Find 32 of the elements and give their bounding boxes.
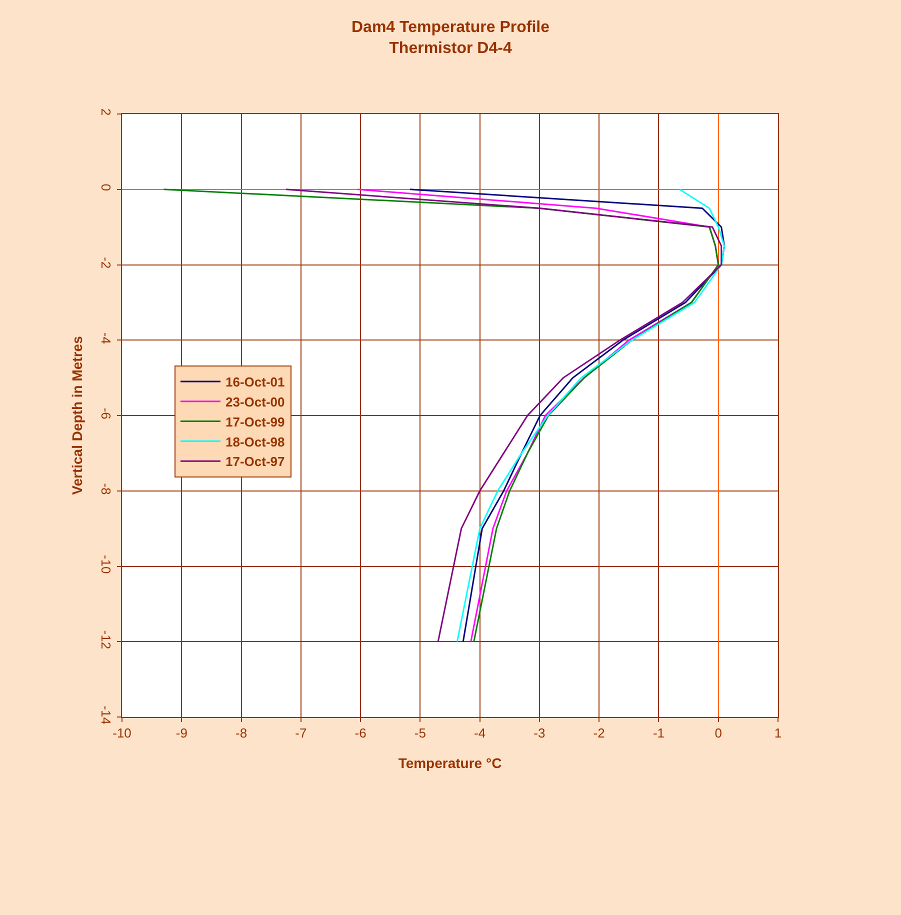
x-tick-label: -8 — [235, 726, 248, 741]
x-tick-label: -6 — [354, 726, 366, 741]
chart-subtitle: Thermistor D4-4 — [389, 40, 512, 57]
x-tick-label: -3 — [534, 726, 546, 741]
x-tick-label: 0 — [714, 726, 722, 741]
x-tick-label: -4 — [474, 726, 486, 741]
line-series — [163, 188, 720, 642]
y-tick-label: -2 — [98, 257, 114, 269]
y-tick-label: -6 — [98, 408, 114, 420]
legend-label: 23-Oct-00 — [225, 394, 285, 410]
chart-title: Dam4 Temperature Profile — [352, 19, 550, 36]
y-tick-label: -4 — [98, 332, 114, 344]
legend-label: 18-Oct-98 — [225, 434, 285, 450]
legend-label: 16-Oct-01 — [225, 374, 285, 390]
x-axis-title: Temperature °C — [398, 754, 502, 771]
line-series — [285, 188, 722, 642]
x-tick-label: -2 — [593, 726, 605, 741]
x-tick-label: -1 — [652, 726, 665, 741]
legend-label: 17-Oct-97 — [225, 454, 285, 470]
y-axis-title: Vertical Depth in Metres — [69, 336, 85, 495]
y-tick-label: -8 — [98, 483, 114, 495]
y-tick-label: -12 — [98, 630, 114, 650]
y-tick-label: -10 — [98, 554, 114, 574]
y-tick-label: 0 — [98, 184, 114, 192]
x-tick-label: -10 — [112, 726, 132, 741]
x-tick-label: -9 — [176, 726, 188, 741]
y-tick-label: -14 — [98, 706, 114, 724]
x-tick-label: 1 — [774, 726, 782, 741]
x-tick-label: -7 — [295, 726, 307, 741]
x-tick-label: -5 — [414, 726, 426, 741]
y-tick-label: 2 — [98, 108, 114, 116]
legend-label: 17-Oct-99 — [225, 414, 285, 430]
